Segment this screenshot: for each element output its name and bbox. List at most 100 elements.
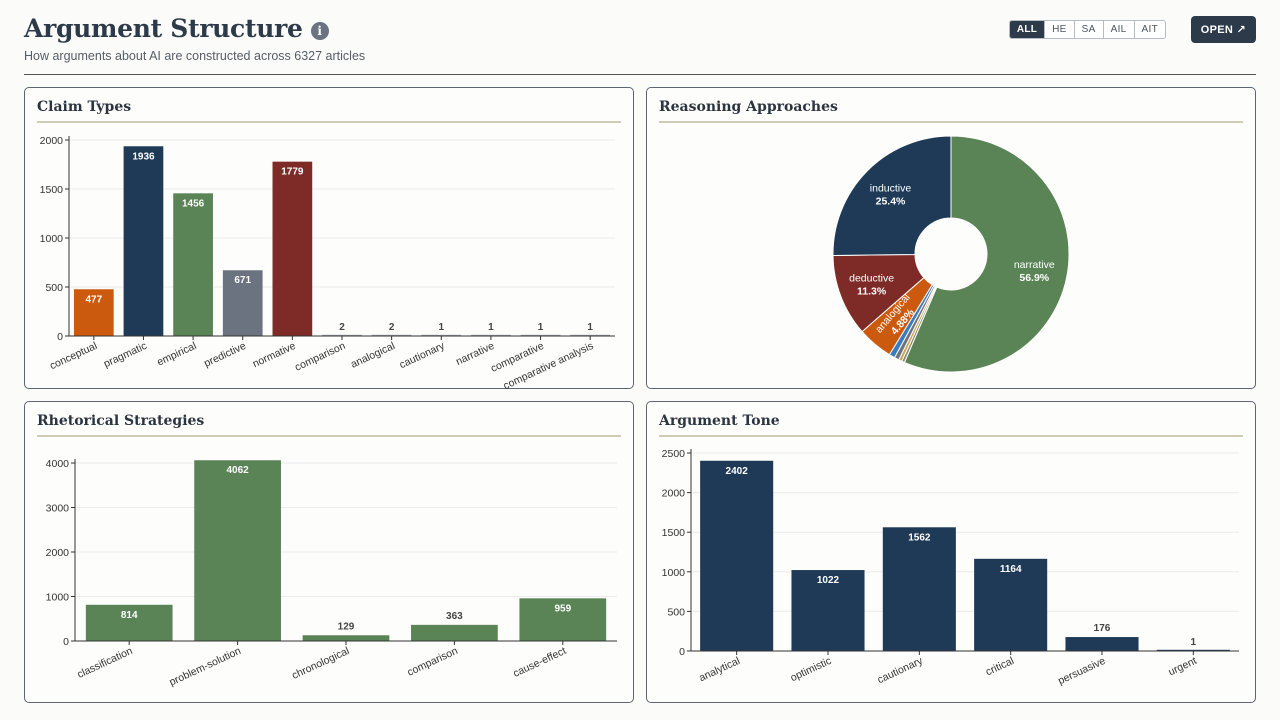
y-tick-label: 0 xyxy=(63,636,69,648)
filter-ait-button[interactable]: AIT xyxy=(1134,21,1165,38)
bar-empirical[interactable] xyxy=(173,193,213,336)
bar-conceptual[interactable] xyxy=(73,289,114,336)
data-label-comparative-analysis: 1 xyxy=(587,322,593,333)
page-subtitle: How arguments about AI are constructed a… xyxy=(24,49,366,63)
bar-comparative[interactable] xyxy=(520,334,561,336)
panel-title: Reasoning Approaches xyxy=(659,99,1243,123)
pie-label-name: narrative xyxy=(1014,259,1055,271)
rhetorical-strategies-panel: 0 1000 2000 3000 4000 814 classification 4062 pr… xyxy=(24,401,634,703)
bar-analytical[interactable] xyxy=(700,460,774,651)
bar-narrative[interactable] xyxy=(471,334,511,336)
bar-cause-effect[interactable] xyxy=(519,598,607,641)
bar-comparative-analysis[interactable] xyxy=(570,334,611,336)
filter-ail-button[interactable]: AIL xyxy=(1103,21,1135,38)
bar-pragmatic[interactable] xyxy=(123,146,164,336)
x-tick-label-chronological: chronological xyxy=(290,645,351,682)
x-tick-label-classification: classification xyxy=(75,645,134,681)
bar-analogical[interactable] xyxy=(371,334,412,336)
y-tick-label: 1500 xyxy=(662,527,686,539)
data-label-urgent: 1 xyxy=(1191,637,1197,648)
x-tick-label-normative: normative xyxy=(251,340,298,370)
bar-urgent[interactable] xyxy=(1156,649,1230,651)
y-tick-label: 2000 xyxy=(662,488,686,500)
pie-slice-narrative[interactable] xyxy=(903,135,1070,373)
data-label-empirical: 1456 xyxy=(182,198,205,209)
x-tick-label-analogical: analogical xyxy=(349,340,397,371)
x-tick-label-persuasive: persuasive xyxy=(1056,655,1107,687)
argument-tone-panel: 0 500 1000 1500 2000 2500 2402 analytical 1022 op… xyxy=(646,401,1256,703)
bar-persuasive[interactable] xyxy=(1065,637,1139,651)
filter-toggle-group: ALL HE SA AIL AIT xyxy=(1008,20,1166,39)
y-tick-label: 3000 xyxy=(46,503,70,515)
header-divider xyxy=(24,74,1256,75)
data-label-pragmatic: 1936 xyxy=(132,151,155,162)
data-label-comparison: 363 xyxy=(446,611,463,622)
data-label-analogical: 2 xyxy=(389,322,395,333)
page-title: Argument Structure xyxy=(24,14,303,43)
claim-types-chart: 0 500 1000 1500 2000 477 conceptual 1936 pragmat… xyxy=(40,135,615,390)
data-label-classification: 814 xyxy=(121,610,138,621)
panel-title: Claim Types xyxy=(37,99,621,123)
panel-title: Argument Tone xyxy=(659,413,1243,437)
bar-cautionary[interactable] xyxy=(421,334,462,336)
data-label-predictive: 671 xyxy=(234,275,251,286)
x-tick-label-comparison: comparison xyxy=(405,645,459,679)
open-button[interactable]: OPEN ↗ xyxy=(1190,16,1256,43)
filter-sa-button[interactable]: SA xyxy=(1074,21,1104,38)
x-tick-label-urgent: urgent xyxy=(1167,655,1199,678)
x-tick-label-predictive: predictive xyxy=(202,340,248,370)
data-label-comparative: 1 xyxy=(538,322,544,333)
data-label-cautionary: 1 xyxy=(438,322,444,333)
x-tick-label-pragmatic: pragmatic xyxy=(102,340,149,370)
pie-label-name: inductive xyxy=(870,182,912,194)
data-label-analytical: 2402 xyxy=(726,466,749,477)
pie-label-pct: 25.4% xyxy=(876,195,906,207)
bar-critical[interactable] xyxy=(974,558,1048,651)
y-tick-label: 1000 xyxy=(662,567,686,579)
rhetorical-strategies-chart: 0 1000 2000 3000 4000 814 classification 4062 pr… xyxy=(46,458,617,689)
x-tick-label-problem-solution: problem-solution xyxy=(167,645,243,689)
bar-cautionary[interactable] xyxy=(882,527,956,651)
bar-comparison[interactable] xyxy=(322,334,362,336)
data-label-narrative: 1 xyxy=(488,322,494,333)
filter-he-button[interactable]: HE xyxy=(1045,21,1075,38)
y-tick-label: 500 xyxy=(45,282,63,294)
bar-problem-solution[interactable] xyxy=(194,460,281,641)
y-tick-label: 0 xyxy=(679,646,685,658)
x-tick-label-conceptual: conceptual xyxy=(48,340,99,372)
y-tick-label: 2000 xyxy=(46,547,70,559)
filter-all-button[interactable]: ALL xyxy=(1009,21,1046,38)
x-tick-label-cautionary: cautionary xyxy=(876,655,926,687)
x-tick-label-critical: critical xyxy=(984,655,1016,678)
bar-normative[interactable] xyxy=(272,161,313,336)
x-tick-label-comparison: comparison xyxy=(293,340,347,374)
data-label-chronological: 129 xyxy=(338,621,355,632)
bar-optimistic[interactable] xyxy=(791,570,865,651)
x-tick-label-analytical: analytical xyxy=(697,655,742,684)
pie-slice-inductive[interactable] xyxy=(832,135,952,257)
bar-classification[interactable] xyxy=(85,604,173,641)
bar-predictive[interactable] xyxy=(222,270,263,336)
pie-label-name: deductive xyxy=(849,272,894,284)
reasoning-approaches-panel: narrative 56.9% analogical 4.88% deductive 11… xyxy=(646,87,1256,389)
x-tick-label-empirical: empirical xyxy=(155,340,198,369)
x-tick-label-optimistic: optimistic xyxy=(789,655,834,684)
y-tick-label: 2000 xyxy=(40,135,64,147)
info-icon[interactable]: i xyxy=(310,21,329,40)
data-label-cautionary: 1562 xyxy=(908,532,931,543)
y-tick-label: 1500 xyxy=(40,184,64,196)
data-label-conceptual: 477 xyxy=(85,294,102,305)
y-tick-label: 500 xyxy=(667,606,685,618)
y-tick-label: 4000 xyxy=(46,458,70,470)
reasoning-approaches-chart: narrative56.9%analogical4.88%deductive11… xyxy=(832,135,1070,373)
data-label-persuasive: 176 xyxy=(1094,623,1111,634)
x-tick-label-comparative-analysis: comparative analysis xyxy=(502,340,596,390)
bar-chronological[interactable] xyxy=(302,635,390,641)
claim-types-panel: 0 500 1000 1500 2000 477 conceptual 1936 pragmat… xyxy=(24,87,634,390)
y-tick-label: 0 xyxy=(57,331,63,343)
bar-comparison[interactable] xyxy=(411,624,498,641)
data-label-cause-effect: 959 xyxy=(554,603,571,614)
